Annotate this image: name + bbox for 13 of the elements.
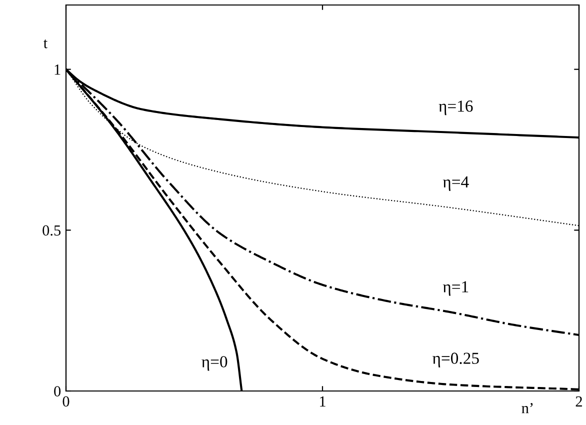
y-axis-title: t (44, 39, 48, 48)
y-tick-label: 0 (54, 386, 61, 396)
x-axis-title: n’ (522, 403, 533, 414)
series-label: η=4 (442, 176, 469, 191)
series-label: η=0.25 (432, 352, 479, 368)
series-label: η=0 (202, 356, 228, 371)
y-tick-label: 1 (54, 64, 60, 75)
y-tick-label: 0.5 (42, 225, 61, 236)
x-tick-label: 0 (62, 396, 70, 407)
x-tick-label: 1 (320, 396, 326, 406)
x-tick-label: 2 (576, 396, 582, 406)
series-label: η=16 (438, 100, 473, 116)
series-label: η=1 (442, 281, 468, 296)
